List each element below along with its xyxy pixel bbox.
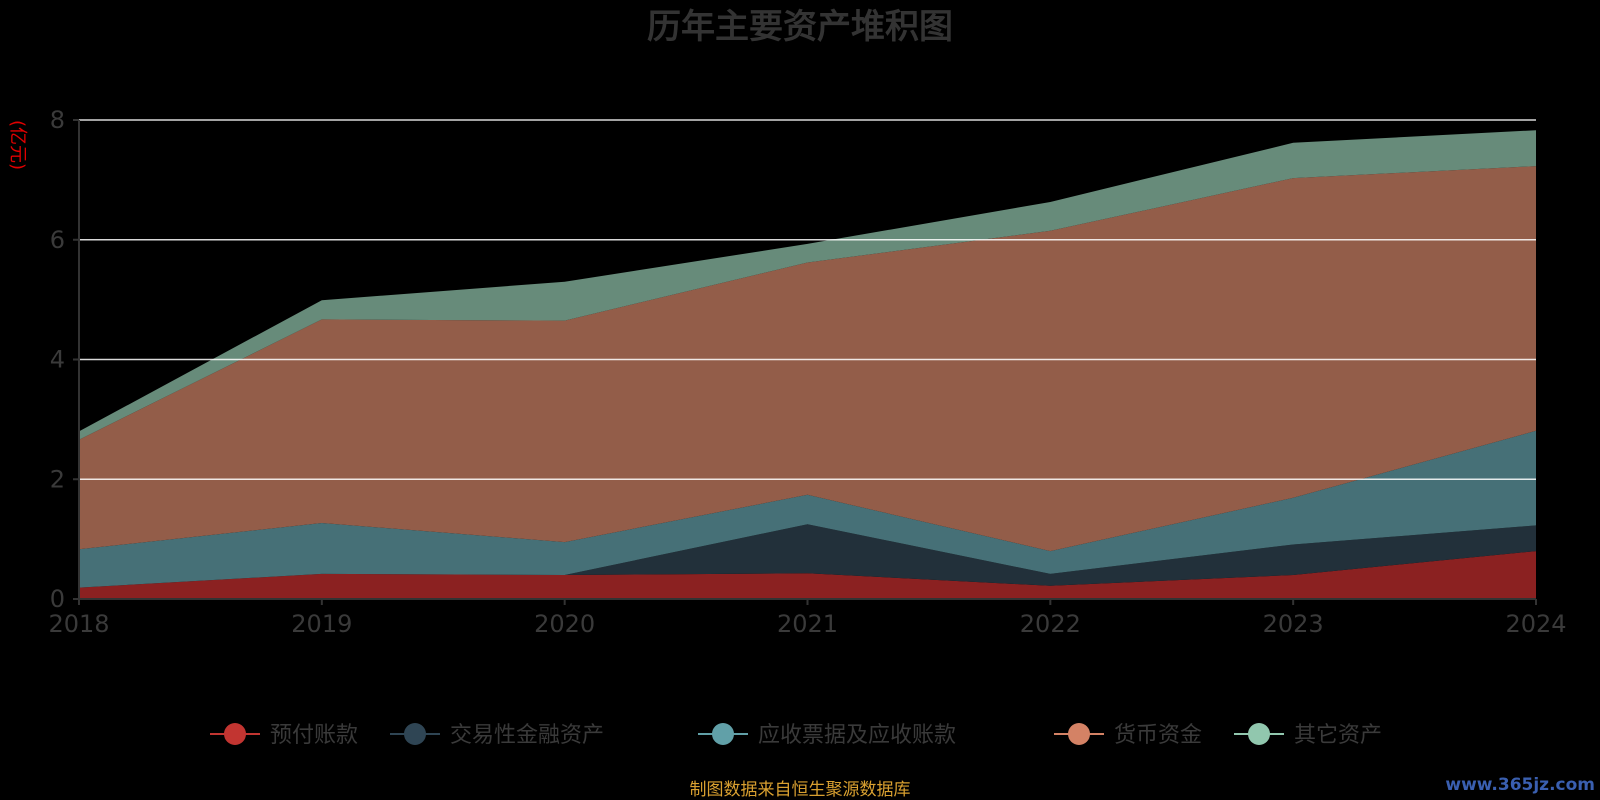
x-tick-label-4: 2022: [1020, 610, 1081, 638]
y-tick-label-2: 4: [50, 346, 65, 374]
area-layers: [79, 130, 1536, 599]
legend-item-4[interactable]: 其它资产: [1234, 723, 1382, 748]
legend-label-1: 交易性金融资产: [450, 723, 604, 748]
legend-marker-2: [712, 723, 734, 745]
legend-item-1[interactable]: 交易性金融资产: [390, 723, 604, 748]
legend-marker-1: [404, 723, 426, 745]
area-series-3: [79, 166, 1536, 552]
x-tick-label-5: 2023: [1263, 610, 1324, 638]
legend-marker-4: [1248, 723, 1270, 745]
area-series-0: [79, 551, 1536, 599]
legend-label-0: 预付账款: [270, 723, 358, 748]
axes: 0 2 4 6 8 2018 2019 2020 2021 2022 2023 2024: [48, 106, 1566, 638]
area-series-1: [79, 524, 1536, 588]
legend-item-2[interactable]: 应收票据及应收账款: [698, 723, 956, 748]
legend-item-0[interactable]: 预付账款: [210, 723, 358, 748]
y-tick-label-1: 2: [50, 465, 65, 493]
x-tick-label-0: 2018: [48, 610, 109, 638]
y-tick-label-4: 8: [50, 106, 65, 134]
y-tick-label-0: 0: [50, 585, 65, 613]
grid-lines: [79, 119, 1536, 480]
area-series-2: [79, 430, 1536, 588]
legend-label-3: 货币资金: [1114, 723, 1202, 748]
chart-title: 历年主要资产堆积图: [647, 7, 953, 47]
legend-marker-3: [1068, 723, 1090, 745]
data-source-note: 制图数据来自恒生聚源数据库: [690, 780, 911, 800]
x-tick-label-3: 2021: [777, 610, 838, 638]
y-tick-label-3: 6: [50, 226, 65, 254]
legend[interactable]: 预付账款 交易性金融资产 应收票据及应收账款 货币资金 其它资产: [210, 723, 1382, 748]
legend-item-3[interactable]: 货币资金: [1054, 723, 1202, 748]
watermark: www.365jz.com: [1445, 775, 1595, 795]
legend-label-4: 其它资产: [1294, 723, 1382, 748]
x-tick-label-2: 2020: [534, 610, 595, 638]
area-series-4: [79, 130, 1536, 440]
legend-marker-0: [224, 723, 246, 745]
x-tick-label-1: 2019: [291, 610, 352, 638]
legend-label-2: 应收票据及应收账款: [758, 723, 956, 748]
y-unit-label: (亿元): [7, 120, 28, 170]
x-tick-label-6: 2024: [1505, 610, 1566, 638]
